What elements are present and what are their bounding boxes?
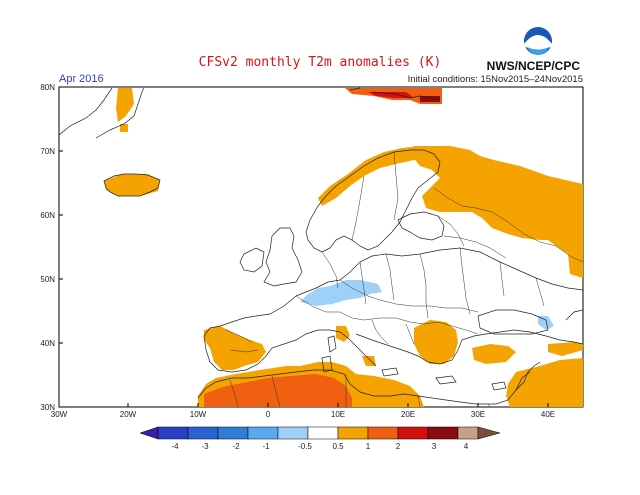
legend-swatch [157,426,189,440]
lat-tick-label: 80N [40,83,55,92]
forecast-period: Apr 2016 [59,73,104,85]
lat-tick-label: 30N [40,403,55,412]
legend-swatch [217,426,249,440]
legend-swatch [367,426,399,440]
legend-swatch [139,426,159,440]
lon-tick-label: 0 [266,410,271,419]
legend-tick-label: 4 [464,442,469,451]
legend-tick-label: -3 [201,442,209,451]
anomaly-greece [414,320,458,364]
lon-tick-label: 20E [401,410,415,419]
legend-tick-label: -1 [262,442,270,451]
lon-tick-label: 10E [331,410,345,419]
legend-tick-label: 1 [366,442,371,451]
noaa-logo: NOAA [524,27,552,55]
anomaly-scandinavia [318,146,436,206]
legend-swatch [397,426,429,440]
agency-label: NWS/NCEP/CPC [487,59,581,73]
lat-tick-label: 50N [40,275,55,284]
anomaly-iberia [204,326,266,370]
lon-tick-label: 30E [471,410,485,419]
lat-tick-label: 60N [40,211,55,220]
svg-text:NOAA: NOAA [531,37,546,43]
legend-tick-label: -4 [171,442,179,451]
lon-tick-label: 30W [51,410,68,419]
legend-tick-label: -0.5 [298,442,312,451]
legend-swatch [457,426,479,440]
lon-tick-label: 10W [190,410,207,419]
legend-swatch [337,426,369,440]
legend-swatch [277,426,309,440]
coastlines [59,87,583,407]
legend-swatch [477,426,501,440]
lat-tick-label: 40N [40,339,55,348]
color-legend: -4 -3 -2 -1 -0.5 0.5 1 2 3 4 [139,426,501,451]
anomaly-iceland [104,174,160,196]
lon-axis: 30W 20W 10W 0 10E 20E 30E 40E [51,403,555,419]
legend-tick-label: 3 [432,442,437,451]
figure-title: CFSv2 monthly T2m anomalies (K) [199,55,442,70]
legend-tick-label: 2 [396,442,401,451]
lat-tick-label: 70N [40,147,55,156]
initial-conditions: Initial conditions: 15Nov2015–24Nov2015 [408,74,583,85]
map-panel: 80N 70N 60N 50N 40N 30N 30W 20W 10W 0 10… [40,83,584,419]
lat-axis: 80N 70N 60N 50N 40N 30N [40,83,63,412]
lon-tick-label: 20W [120,410,137,419]
legend-swatch [187,426,219,440]
anomaly-russia [412,146,583,278]
legend-swatch [247,426,279,440]
legend-tick-label: 0.5 [332,442,344,451]
legend-swatch [427,426,459,440]
lon-tick-label: 40E [541,410,555,419]
legend-swatch [307,426,339,440]
legend-tick-label: -2 [232,442,240,451]
anomaly-shading [104,88,583,407]
anomaly-alps [300,280,382,306]
anomaly-anatolia [472,342,583,364]
